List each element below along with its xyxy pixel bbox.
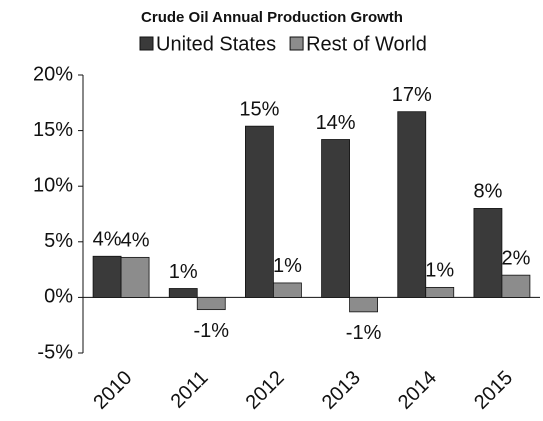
bar <box>473 208 503 298</box>
bar <box>273 282 302 298</box>
legend-label: Rest of World <box>306 33 427 55</box>
bar <box>120 256 150 298</box>
bar <box>245 125 274 298</box>
data-label: 4% <box>121 230 150 252</box>
legend-label: United States <box>156 33 276 55</box>
data-label: 15% <box>239 98 279 120</box>
y-tick-label: 15% <box>33 119 73 141</box>
bar <box>349 296 378 313</box>
bar <box>168 288 198 298</box>
legend-swatch <box>289 36 304 51</box>
data-label: 2% <box>501 247 530 269</box>
y-tick-label: 0% <box>44 286 73 308</box>
data-label: -1% <box>346 322 382 344</box>
x-tick-label: 2011 <box>167 367 213 413</box>
x-tick-label: 2010 <box>89 367 136 414</box>
data-label: 1% <box>425 260 454 282</box>
x-tick-label: 2013 <box>318 367 365 414</box>
data-label: 14% <box>316 112 356 134</box>
bar <box>425 286 455 298</box>
y-tick-label: 5% <box>44 230 73 252</box>
bar <box>196 296 226 311</box>
data-label: -1% <box>193 320 229 342</box>
y-tick-label: 10% <box>33 174 73 196</box>
bar <box>321 139 350 298</box>
x-tick-label: 2015 <box>470 367 517 414</box>
bar <box>92 255 122 298</box>
data-label: 17% <box>392 84 432 106</box>
y-tick-label: -5% <box>37 341 73 363</box>
x-tick-label: 2014 <box>394 367 441 414</box>
bar <box>501 274 531 298</box>
y-tick-label: 20% <box>33 63 73 85</box>
bar <box>397 111 427 298</box>
x-tick-label: 2012 <box>242 367 289 414</box>
data-label: 8% <box>473 181 502 203</box>
data-label: 1% <box>273 255 302 277</box>
data-label: 4% <box>93 229 122 251</box>
legend-swatch <box>139 36 154 51</box>
chart-title: Crude Oil Annual Production Growth <box>141 9 403 26</box>
data-label: 1% <box>169 261 198 283</box>
